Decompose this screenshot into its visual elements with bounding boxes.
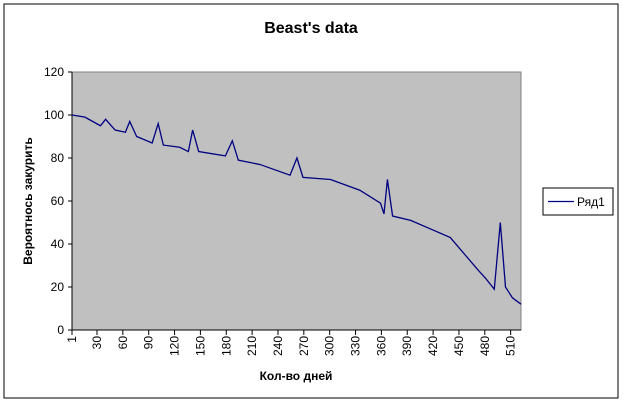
x-tick-label: 120 (168, 336, 182, 356)
x-tick-label: 420 (426, 336, 440, 356)
x-tick-label: 90 (142, 336, 156, 350)
x-tick-label: 30 (90, 336, 104, 350)
legend-label: Ряд1 (577, 195, 605, 209)
y-tick-label: 80 (51, 151, 65, 165)
x-tick-label: 180 (219, 336, 233, 356)
x-tick-label: 210 (245, 336, 259, 356)
chart-title: Beast's data (264, 20, 358, 37)
x-tick-label: 390 (400, 336, 414, 356)
x-tick-label: 360 (374, 336, 388, 356)
x-axis-title: Кол-во дней (260, 369, 333, 383)
x-tick-label: 510 (504, 336, 518, 356)
plot-area (71, 71, 522, 331)
line-series (71, 114, 522, 305)
y-tick-label: 40 (51, 237, 65, 251)
y-tick-label: 100 (44, 108, 64, 122)
y-tick-label: 60 (51, 194, 65, 208)
y-tick-label: 20 (51, 280, 65, 294)
x-tick-label: 480 (478, 336, 492, 356)
x-tick-label: 1 (65, 336, 79, 343)
x-tick-label: 330 (349, 336, 363, 356)
y-tick-label: 0 (57, 323, 64, 337)
x-tick-label: 60 (116, 336, 130, 350)
x-tick-label: 300 (323, 336, 337, 356)
y-axis-title: Вероятнось закурить (21, 137, 35, 265)
x-tick-label: 450 (452, 336, 466, 356)
y-tick-label: 120 (44, 65, 64, 79)
x-tick-label: 240 (271, 336, 285, 356)
x-tick-label: 150 (193, 336, 207, 356)
x-tick-label: 270 (297, 336, 311, 356)
